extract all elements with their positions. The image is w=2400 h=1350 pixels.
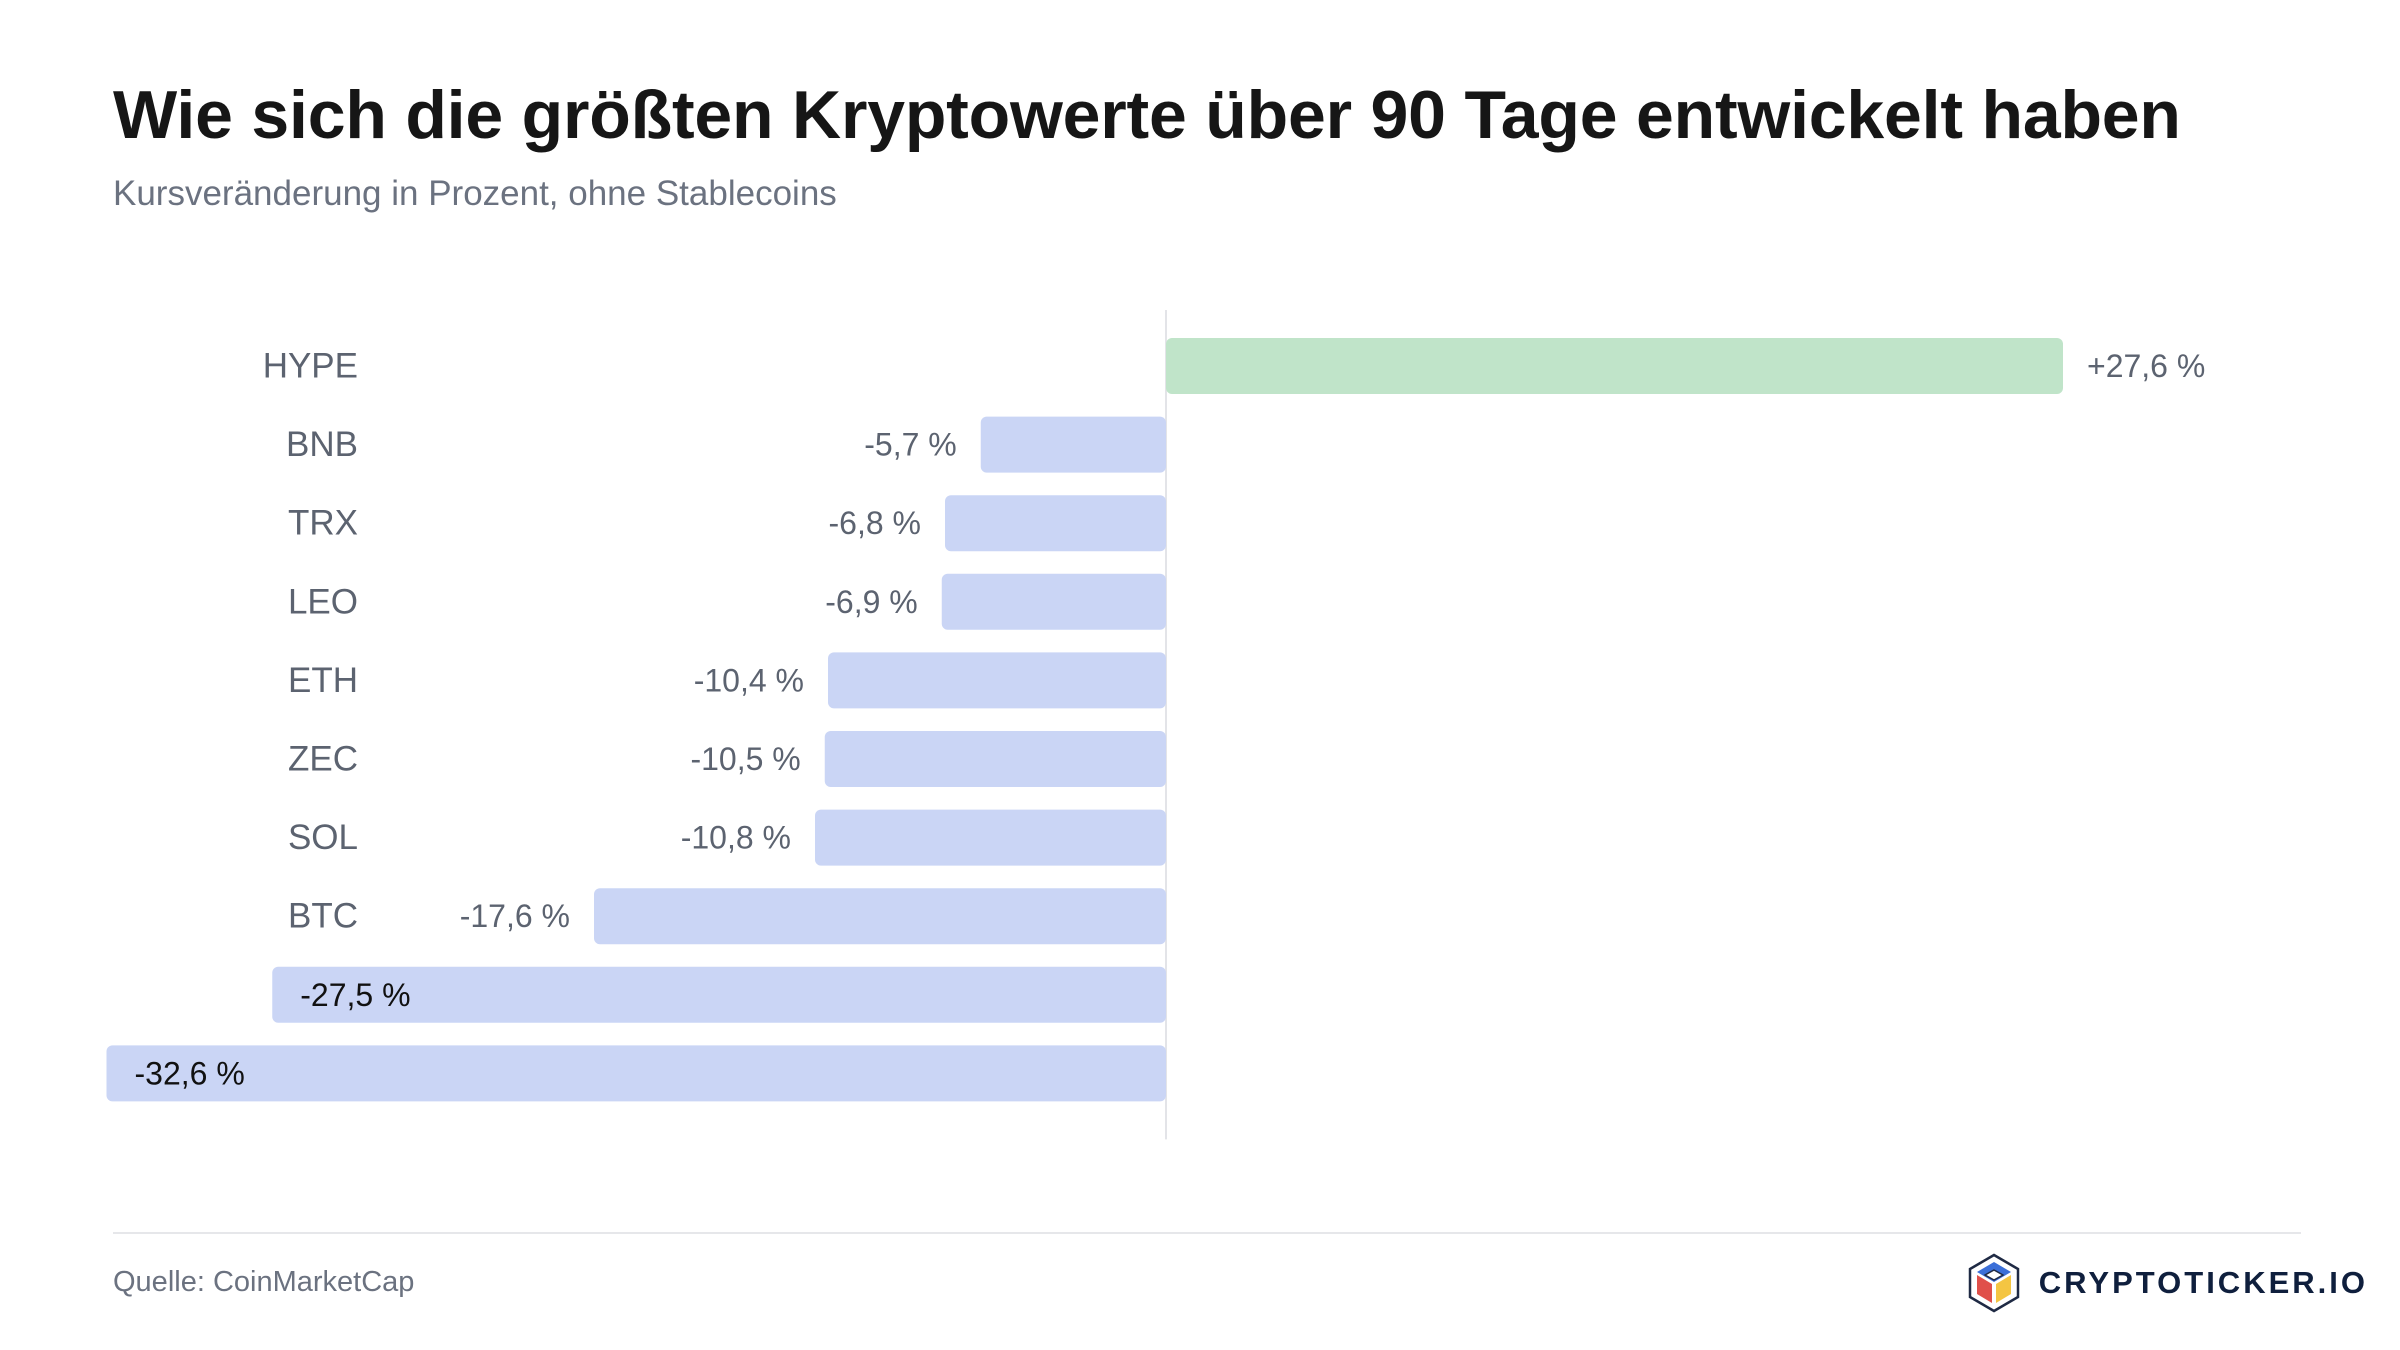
value-label-doge: -32,6 % — [135, 1055, 245, 1091]
source-note: Quelle: CoinMarketCap — [113, 1266, 415, 1298]
value-label-leo: -6,9 % — [825, 584, 917, 620]
brand-name: CRYPTOTICKER.IO — [2038, 1265, 2368, 1300]
cube-logo-icon — [1968, 1253, 2020, 1313]
category-label-btc: BTC — [288, 897, 358, 936]
bar-zec — [824, 731, 1166, 787]
category-label-hype: HYPE — [263, 347, 358, 386]
bar-eth — [828, 652, 1166, 709]
value-label-hype: +27,6 % — [2087, 348, 2205, 384]
bar-doge — [106, 1045, 1166, 1102]
bar-xrp — [272, 966, 1166, 1023]
value-label-trx: -6,8 % — [829, 505, 921, 541]
bar-sol — [815, 809, 1166, 866]
footer-divider — [113, 1232, 2301, 1234]
value-label-sol: -10,8 % — [681, 820, 791, 856]
category-label-bnb: BNB — [286, 425, 358, 464]
brand: CRYPTOTICKER.IO — [1963, 1250, 2368, 1316]
bar-trx — [945, 495, 1166, 552]
category-label-zec: ZEC — [288, 740, 358, 779]
bar-chart: HYPE +27,6 % BNB -5,7 % TRX -6,8 % LEO -6,9 % ET… — [106, 310, 2205, 1140]
chart-subtitle: Kursveränderung in Prozent, ohne Stablec… — [113, 174, 837, 213]
value-label-xrp: -27,5 % — [300, 977, 410, 1013]
value-label-btc: -17,6 % — [460, 898, 570, 934]
category-label-trx: TRX — [288, 504, 358, 543]
bar-btc — [594, 888, 1166, 945]
bar-leo — [941, 573, 1166, 630]
value-label-eth: -10,4 % — [694, 662, 804, 698]
category-label-eth: ETH — [288, 661, 358, 700]
bar-hype — [1166, 338, 2063, 394]
bar-bnb — [980, 416, 1166, 473]
value-label-bnb: -5,7 % — [864, 427, 956, 463]
value-label-zec: -10,5 % — [690, 741, 800, 777]
category-label-leo: LEO — [288, 582, 358, 621]
chart-title: Wie sich die größten Kryptowerte über 90… — [113, 77, 2181, 153]
category-label-sol: SOL — [288, 818, 358, 857]
